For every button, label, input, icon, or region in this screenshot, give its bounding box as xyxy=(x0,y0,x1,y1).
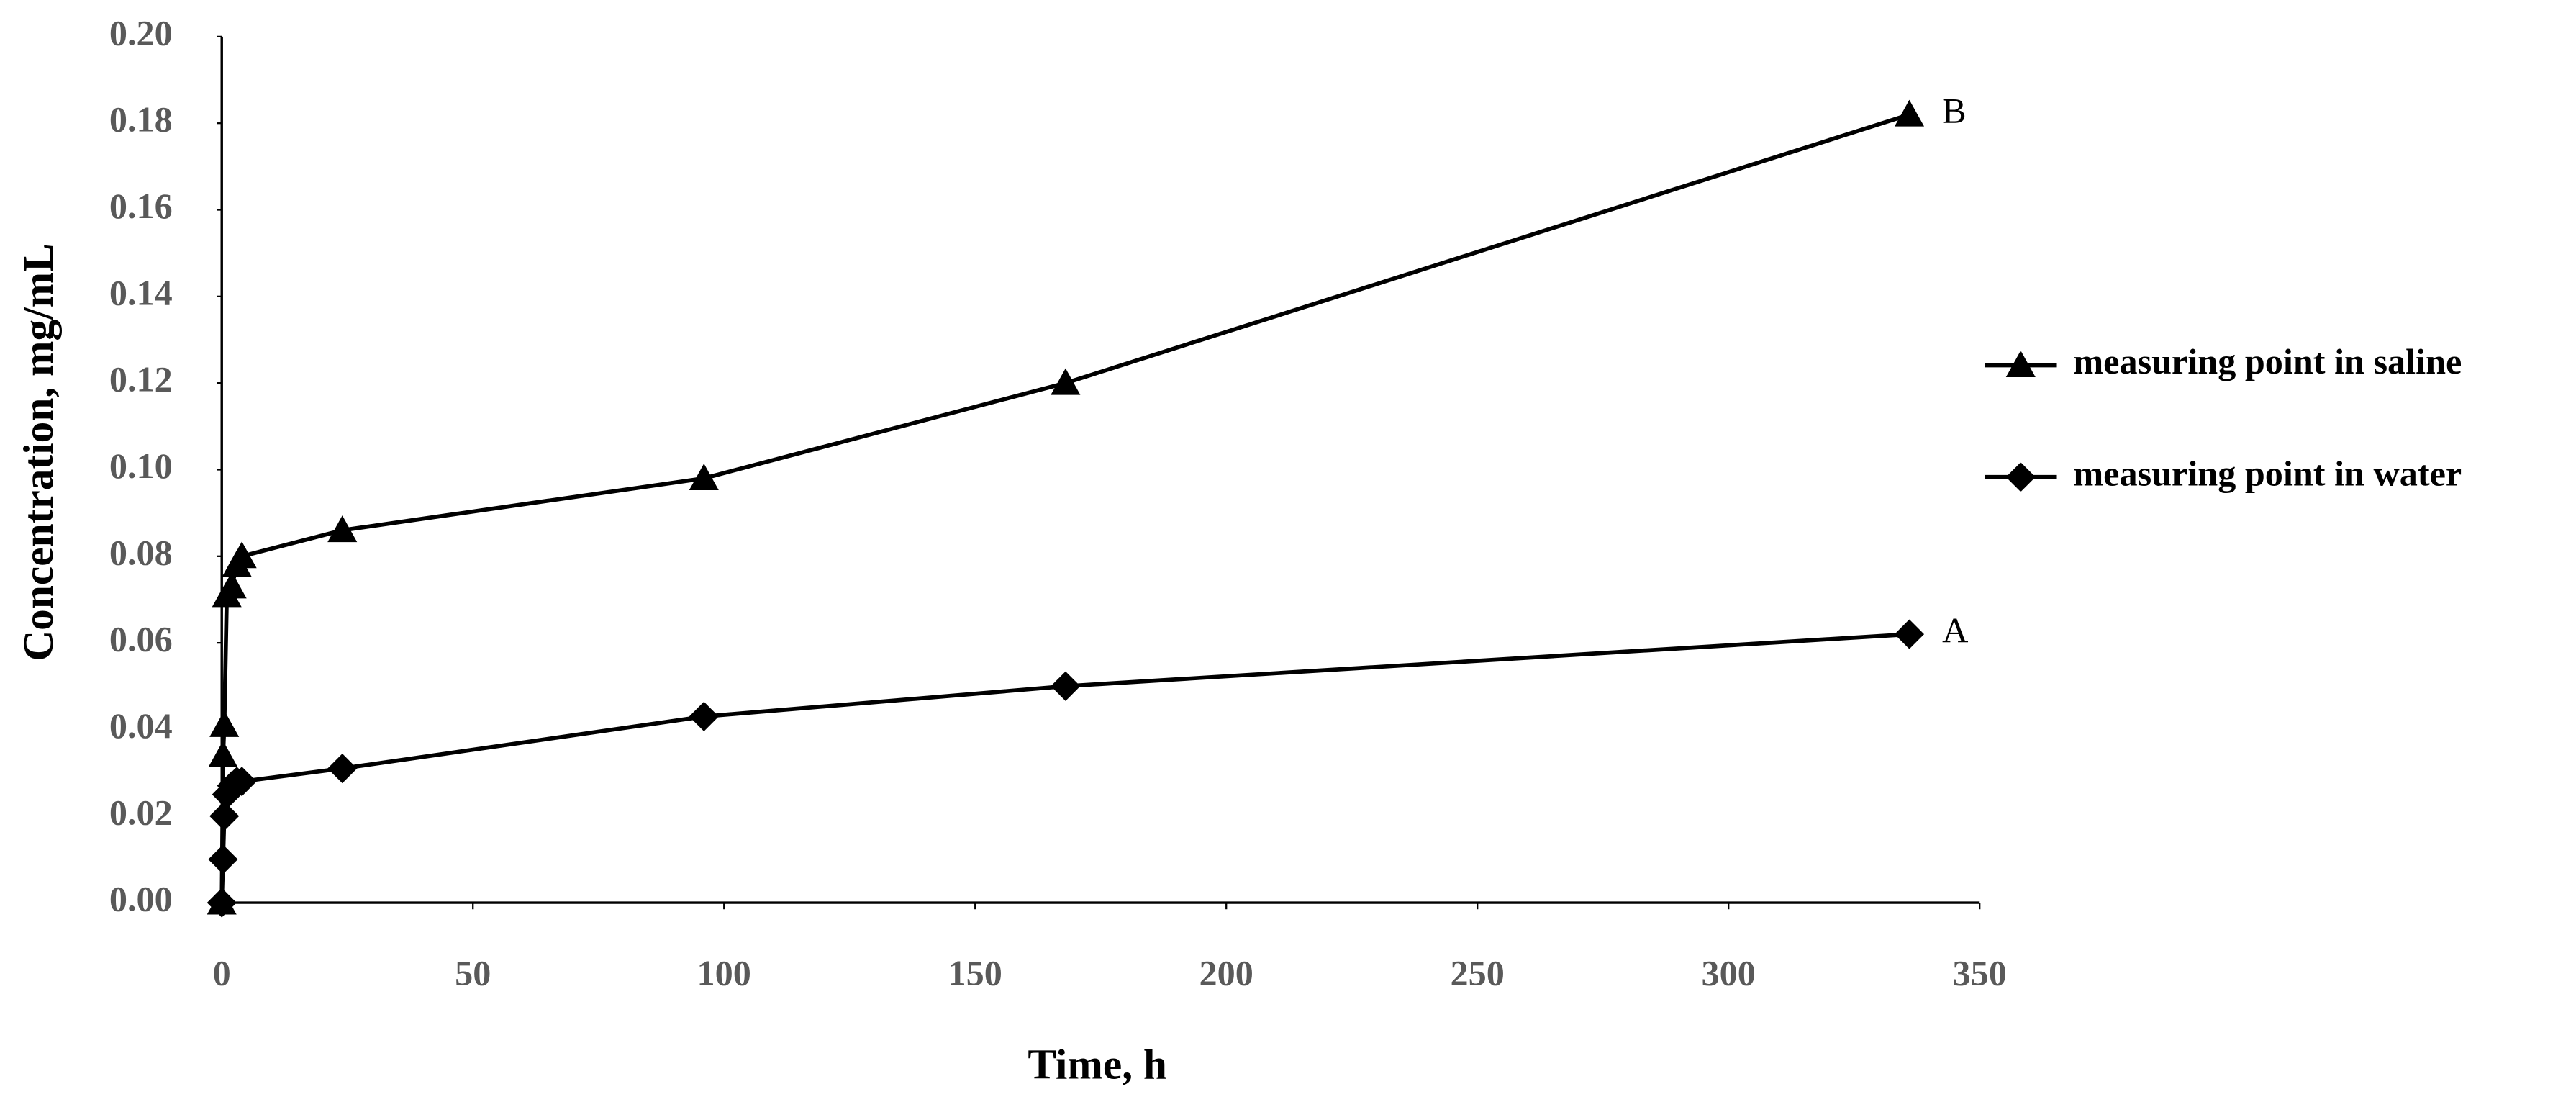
y-tick-label: 0.08 xyxy=(109,532,173,572)
triangle-marker xyxy=(689,463,719,490)
triangle-marker xyxy=(1894,99,1925,127)
y-axis-title: Concentration, mg/mL xyxy=(14,243,62,661)
y-tick-label: 0.00 xyxy=(109,879,173,919)
diamond-marker xyxy=(1051,671,1081,701)
legend-label: measuring point in saline xyxy=(2073,341,2462,381)
diamond-marker xyxy=(207,888,237,918)
triangle-marker xyxy=(209,710,240,737)
diamond-marker xyxy=(2005,462,2036,492)
x-tick-label: 350 xyxy=(1953,952,2007,993)
y-tick-label: 0.12 xyxy=(109,359,173,399)
series-annotation: B xyxy=(1942,91,1967,131)
x-tick-label: 50 xyxy=(455,952,491,993)
x-tick-label: 0 xyxy=(213,952,231,993)
y-tick-label: 0.04 xyxy=(109,705,173,746)
y-tick-label: 0.20 xyxy=(109,12,173,53)
y-tick-label: 0.06 xyxy=(109,619,173,659)
x-tick-label: 150 xyxy=(948,952,1002,993)
diamond-marker xyxy=(209,801,240,831)
triangle-marker xyxy=(2005,350,2036,377)
x-tick-label: 300 xyxy=(1702,952,1756,993)
triangle-marker xyxy=(1051,368,1081,395)
triangle-marker xyxy=(208,740,238,767)
y-tick-label: 0.14 xyxy=(109,272,173,312)
y-tick-label: 0.18 xyxy=(109,99,173,140)
diamond-marker xyxy=(1894,619,1925,649)
triangle-marker xyxy=(227,541,257,569)
x-axis-title: Time, h xyxy=(1028,1040,1167,1088)
x-tick-label: 250 xyxy=(1451,952,1505,993)
x-tick-label: 100 xyxy=(697,952,751,993)
x-tick-label: 200 xyxy=(1199,952,1253,993)
triangle-marker xyxy=(327,515,358,543)
diamond-marker xyxy=(689,701,719,731)
series-line xyxy=(219,112,1910,903)
legend-label: measuring point in water xyxy=(2073,453,2462,493)
diamond-marker xyxy=(208,844,238,875)
y-tick-label: 0.16 xyxy=(109,186,173,226)
diamond-marker xyxy=(327,754,358,784)
triangle-marker xyxy=(217,572,247,599)
y-tick-label: 0.10 xyxy=(109,446,173,486)
series-annotation: A xyxy=(1942,610,1968,651)
y-tick-label: 0.02 xyxy=(109,792,173,832)
